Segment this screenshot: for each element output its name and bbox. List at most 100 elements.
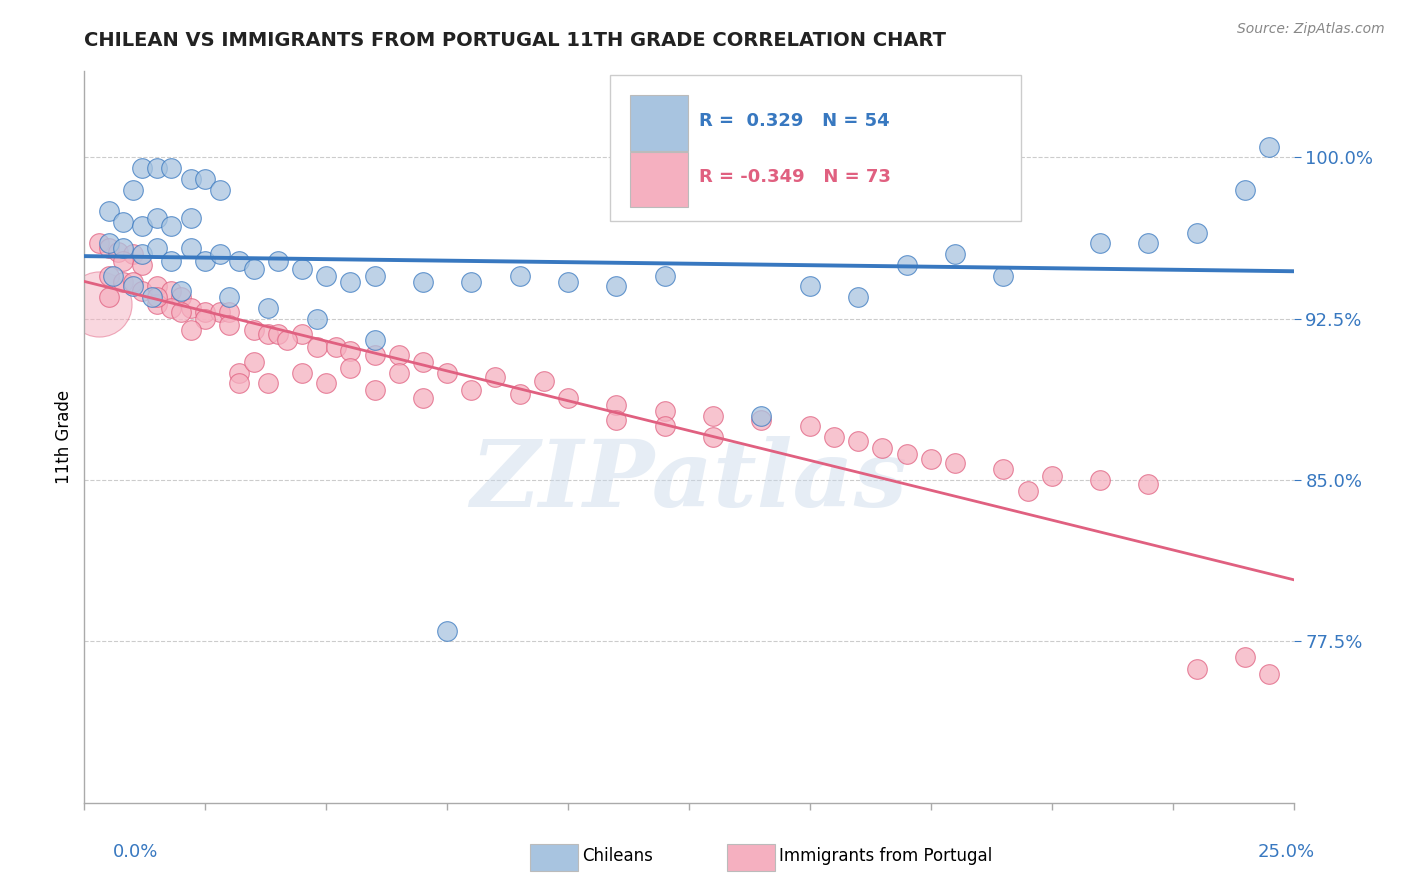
Point	[1185, 226, 1208, 240]
Point	[363, 268, 385, 283]
Point	[131, 258, 153, 272]
Point	[557, 392, 579, 406]
Point	[257, 376, 280, 391]
Point	[339, 275, 361, 289]
Point	[799, 419, 821, 434]
FancyBboxPatch shape	[610, 75, 1022, 221]
Point	[412, 355, 434, 369]
Point	[1017, 483, 1039, 498]
Point	[131, 161, 153, 176]
Text: 0.0%: 0.0%	[112, 843, 157, 861]
Point	[920, 451, 942, 466]
Point	[751, 409, 773, 423]
Point	[533, 374, 555, 388]
Point	[702, 409, 724, 423]
Point	[291, 326, 314, 341]
Point	[208, 183, 231, 197]
Point	[325, 340, 347, 354]
Point	[194, 305, 217, 319]
Point	[131, 247, 153, 261]
Point	[228, 376, 250, 391]
Point	[460, 383, 482, 397]
Point	[180, 211, 202, 225]
Point	[1234, 183, 1257, 197]
Point	[194, 311, 217, 326]
Point	[436, 624, 458, 638]
Point	[339, 361, 361, 376]
Point	[1137, 236, 1160, 251]
Point	[146, 211, 169, 225]
Point	[605, 413, 627, 427]
Point	[896, 258, 918, 272]
Point	[943, 247, 966, 261]
Point	[218, 318, 240, 333]
Point	[305, 311, 328, 326]
Point	[160, 284, 183, 298]
Point	[97, 236, 120, 251]
Point	[363, 333, 385, 347]
Point	[194, 253, 217, 268]
FancyBboxPatch shape	[630, 152, 688, 208]
Point	[654, 419, 676, 434]
Point	[799, 279, 821, 293]
Point	[291, 366, 314, 380]
Point	[702, 430, 724, 444]
Point	[208, 247, 231, 261]
Point	[242, 322, 264, 336]
Point	[160, 161, 183, 176]
Point	[484, 369, 506, 384]
Point	[97, 268, 120, 283]
Point	[1137, 477, 1160, 491]
Point	[121, 183, 143, 197]
Point	[276, 333, 298, 347]
Point	[605, 279, 627, 293]
Point	[242, 262, 264, 277]
Text: R = -0.349   N = 73: R = -0.349 N = 73	[699, 169, 890, 186]
Point	[112, 215, 135, 229]
Text: CHILEAN VS IMMIGRANTS FROM PORTUGAL 11TH GRADE CORRELATION CHART: CHILEAN VS IMMIGRANTS FROM PORTUGAL 11TH…	[84, 31, 946, 50]
Point	[112, 241, 135, 255]
Point	[194, 172, 217, 186]
Point	[146, 290, 169, 304]
Point	[267, 253, 290, 268]
Point	[1040, 468, 1063, 483]
Point	[228, 366, 250, 380]
Point	[1234, 649, 1257, 664]
Point	[112, 275, 135, 289]
Point	[943, 456, 966, 470]
Point	[436, 366, 458, 380]
Point	[509, 268, 531, 283]
Point	[180, 172, 202, 186]
Point	[267, 326, 290, 341]
Point	[846, 290, 869, 304]
Y-axis label: 11th Grade: 11th Grade	[55, 390, 73, 484]
Point	[160, 301, 183, 315]
Point	[872, 441, 894, 455]
Point	[103, 268, 125, 283]
Point	[993, 268, 1015, 283]
FancyBboxPatch shape	[630, 95, 688, 151]
Text: Source: ZipAtlas.com: Source: ZipAtlas.com	[1237, 22, 1385, 37]
Point	[509, 387, 531, 401]
Text: 25.0%: 25.0%	[1257, 843, 1315, 861]
Point	[121, 275, 143, 289]
Point	[315, 376, 337, 391]
Point	[97, 204, 120, 219]
Text: R =  0.329   N = 54: R = 0.329 N = 54	[699, 112, 889, 130]
Point	[257, 301, 280, 315]
Point	[180, 322, 202, 336]
Point	[257, 326, 280, 341]
Point	[146, 296, 169, 310]
Point	[146, 279, 169, 293]
Point	[146, 161, 169, 176]
Point	[1088, 236, 1111, 251]
Point	[305, 340, 328, 354]
Point	[339, 344, 361, 359]
Point	[846, 434, 869, 449]
Point	[993, 462, 1015, 476]
Point	[242, 355, 264, 369]
Point	[170, 305, 193, 319]
Point	[557, 275, 579, 289]
Point	[218, 290, 240, 304]
Point	[1258, 139, 1281, 153]
